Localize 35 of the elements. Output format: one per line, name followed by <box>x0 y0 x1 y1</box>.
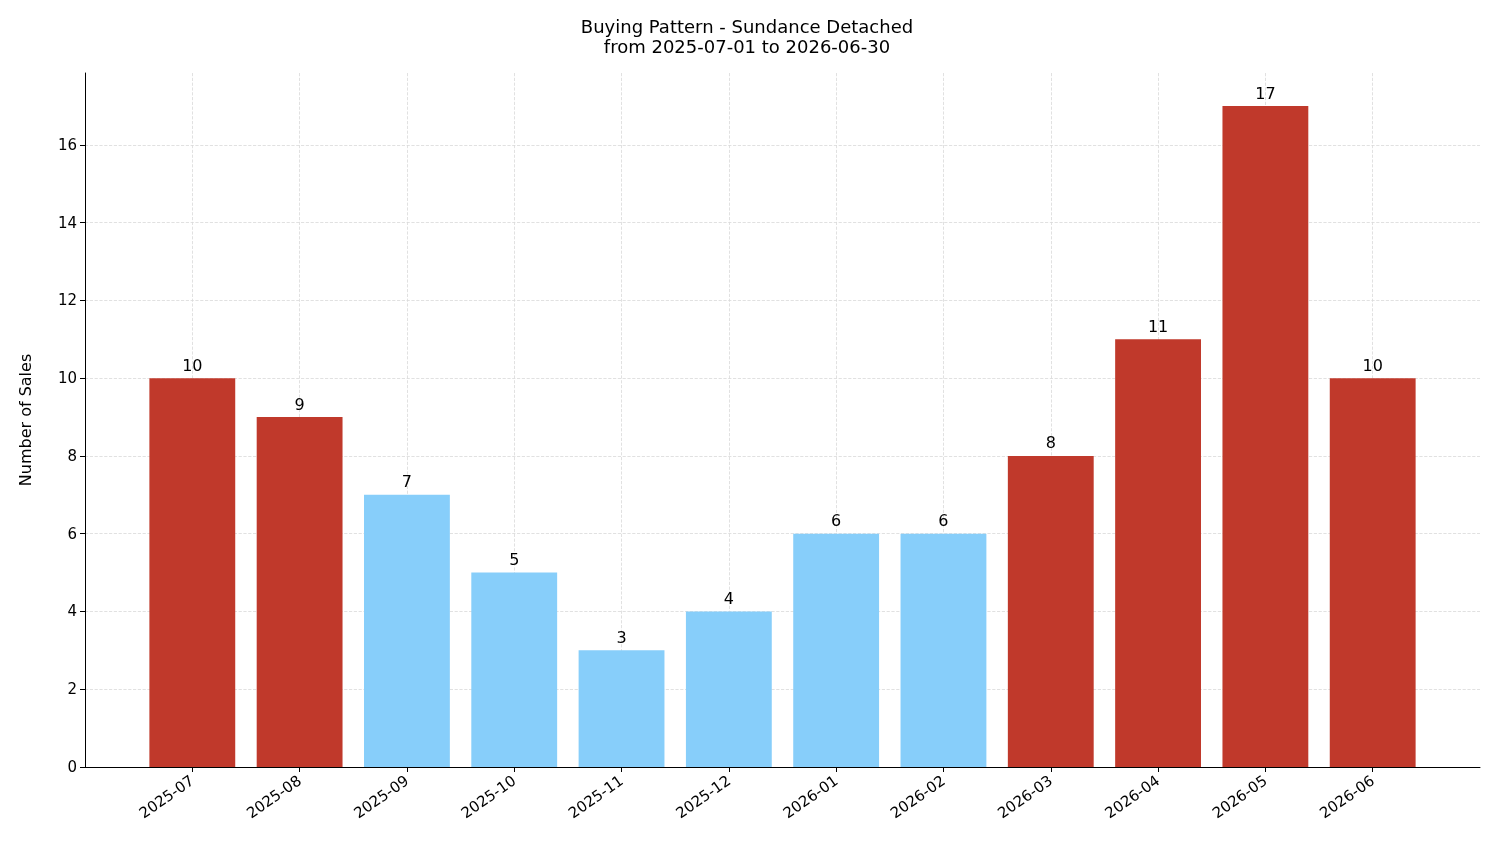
bar <box>471 572 558 767</box>
y-tick-label: 4 <box>67 602 77 621</box>
data-label: 10 <box>182 355 203 375</box>
data-label: 8 <box>1045 433 1056 453</box>
y-tick-label: 6 <box>67 524 77 543</box>
bar <box>1115 339 1201 767</box>
data-label: 3 <box>616 627 627 647</box>
data-label: 17 <box>1255 83 1276 103</box>
bar <box>900 533 987 767</box>
data-label: 7 <box>401 472 413 492</box>
y-tick-label: 0 <box>67 758 77 776</box>
bar <box>578 650 665 767</box>
data-label: 10 <box>1362 355 1383 375</box>
bar <box>685 611 772 767</box>
data-label: 11 <box>1147 316 1169 336</box>
bar <box>1007 455 1094 767</box>
data-label: 5 <box>509 550 520 570</box>
y-tick-label: 16 <box>57 135 77 154</box>
bar <box>793 533 880 767</box>
y-tick-label: 2 <box>67 680 77 699</box>
data-label: 6 <box>938 511 949 531</box>
bar <box>1329 378 1416 767</box>
y-axis-title: Number of Sales <box>15 353 35 487</box>
bar <box>149 378 236 767</box>
y-tick-label: 12 <box>57 291 77 310</box>
chart-title: Buying Pattern - Sundance Detached <box>580 15 914 37</box>
data-label: 6 <box>831 511 842 531</box>
bar <box>364 494 450 767</box>
y-tick-label: 8 <box>67 446 77 465</box>
bar <box>256 417 343 767</box>
data-label: 9 <box>294 394 305 414</box>
y-tick-label: 10 <box>57 369 77 388</box>
data-label: 4 <box>723 588 734 608</box>
y-tick-label: 14 <box>57 213 77 232</box>
bar <box>1222 106 1309 767</box>
